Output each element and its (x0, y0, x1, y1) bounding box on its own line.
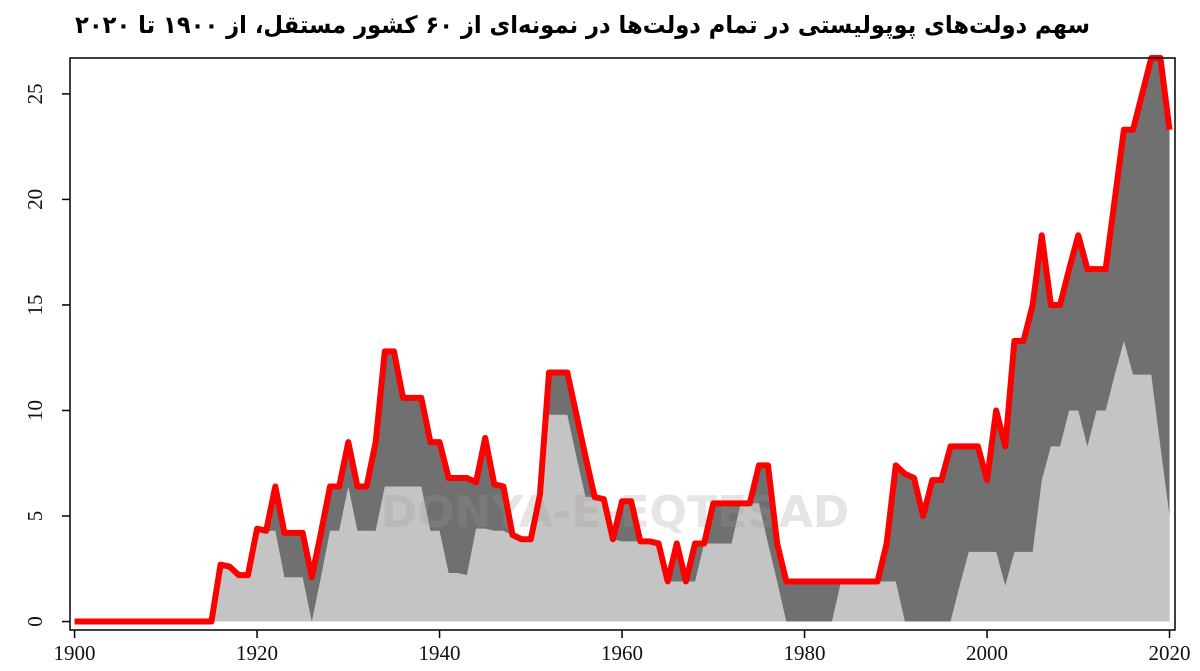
y-tick-label: 10 (23, 400, 47, 421)
y-tick-label: 25 (23, 83, 47, 104)
y-tick-label: 20 (23, 189, 47, 210)
x-tick-label: 1940 (419, 641, 461, 665)
x-tick-label: 1980 (784, 641, 826, 665)
x-tick-label: 1900 (54, 641, 96, 665)
x-tick-label: 2020 (1149, 641, 1191, 665)
chart-title: سهم دولت‌های پوپولیستی در تمام دولت‌ها د… (75, 11, 1090, 39)
area (74, 340, 1170, 622)
x-tick-label: 1920 (236, 641, 278, 665)
y-tick-label: 5 (23, 511, 47, 522)
x-tick-label: 2000 (966, 641, 1008, 665)
line (74, 55, 1173, 625)
x-tick-label: 1960 (601, 641, 643, 665)
y-tick-label: 15 (23, 294, 47, 315)
y-tick-label: 0 (23, 616, 47, 627)
